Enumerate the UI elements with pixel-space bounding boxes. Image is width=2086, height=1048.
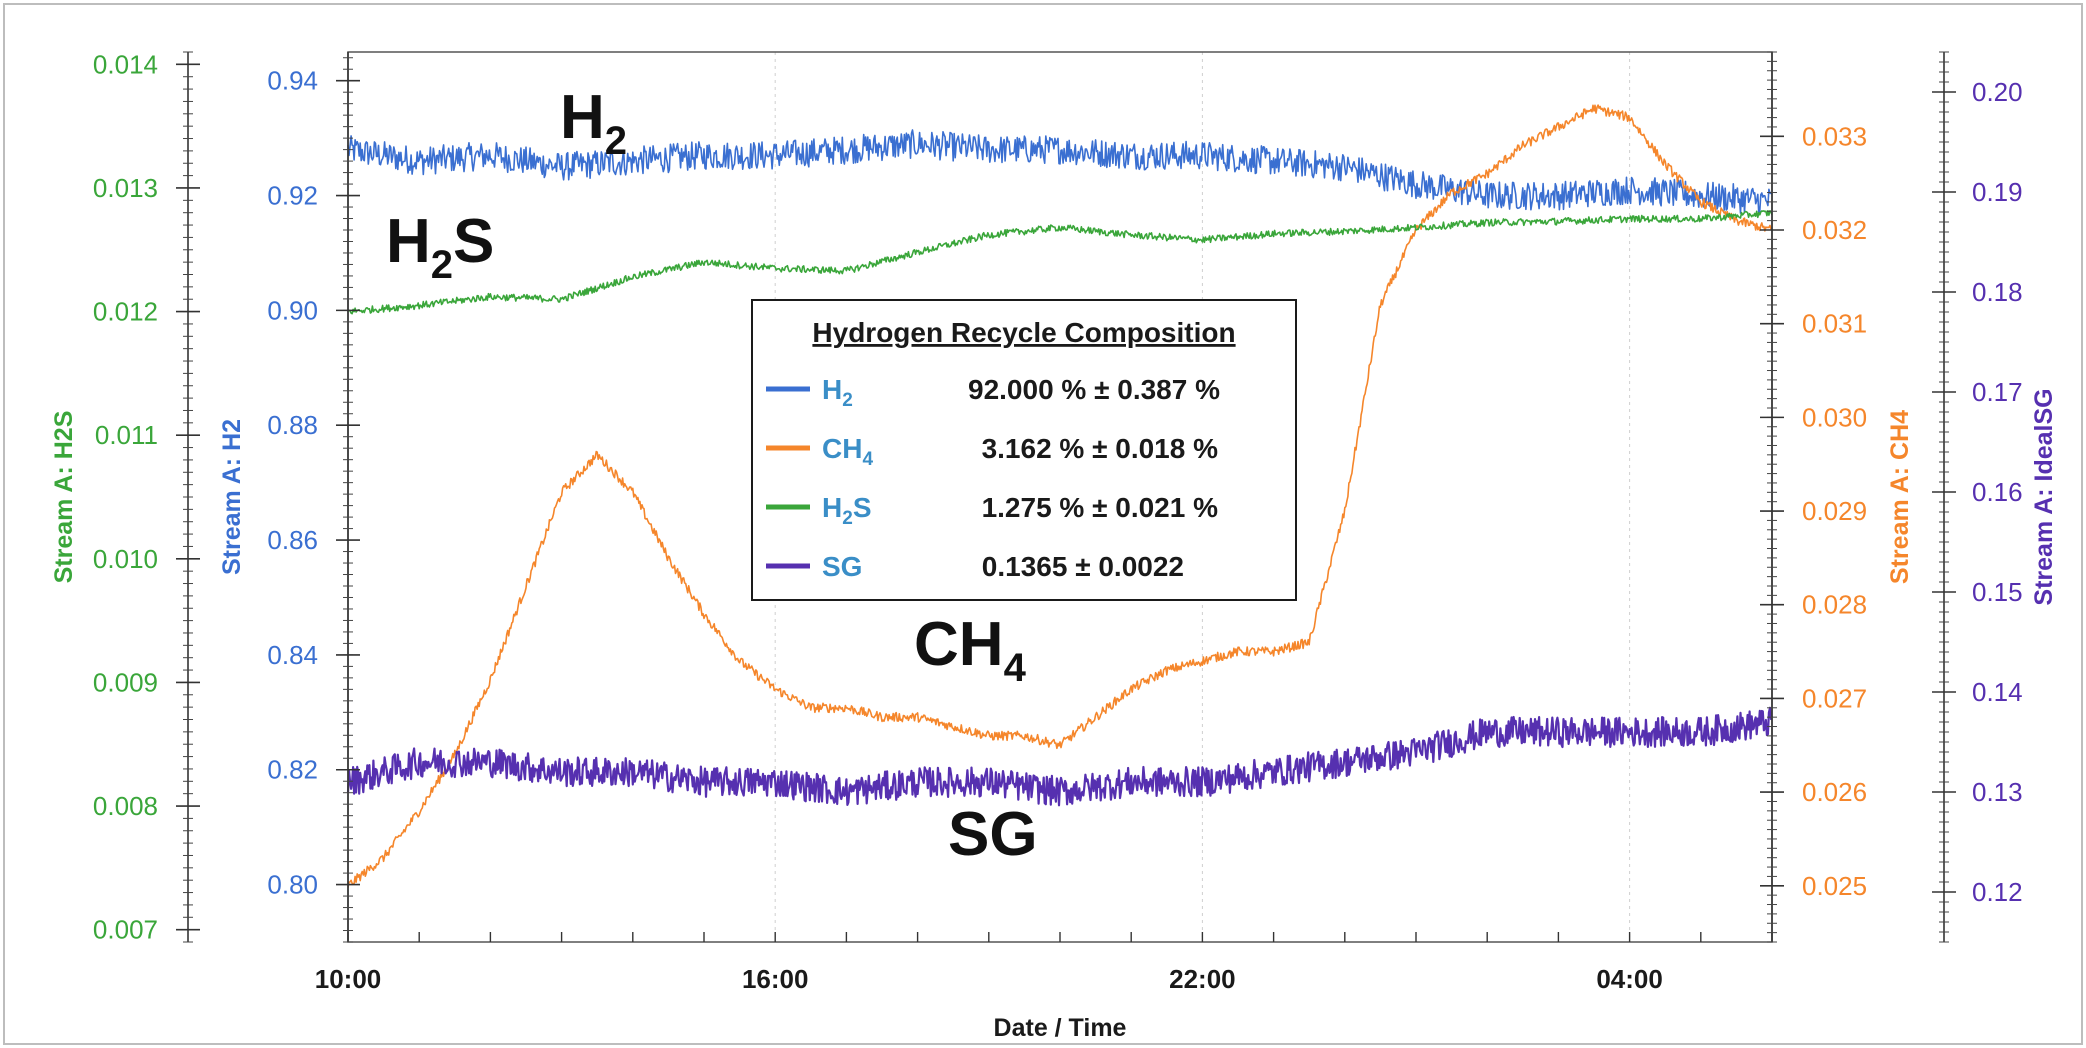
h2s-tick-label: 0.012 <box>93 297 158 327</box>
x-axis-title: Date / Time <box>994 1014 1127 1042</box>
sg-tick-label: 0.18 <box>1972 277 2023 307</box>
ch4-tick-label: 0.028 <box>1802 590 1867 620</box>
h2-tick-label: 0.90 <box>267 295 318 325</box>
x-tick-label: 16:00 <box>742 964 809 994</box>
sg-tick-label: 0.20 <box>1972 77 2023 107</box>
h2-tick-label: 0.94 <box>267 66 318 96</box>
sg-axis-title: Stream A: IdealSG <box>2030 388 2058 605</box>
ch4-tick-label: 0.030 <box>1802 402 1867 432</box>
sg-tick-label: 0.12 <box>1972 877 2023 907</box>
series-line-h2s <box>347 210 1773 315</box>
x-tick-label: 22:00 <box>1169 964 1236 994</box>
h2-tick-label: 0.84 <box>267 640 318 670</box>
series-line-ch4 <box>347 104 1773 888</box>
h2-tick-label: 0.82 <box>267 755 318 785</box>
h2s-tick-label: 0.010 <box>93 544 158 574</box>
h2s-axis-title: Stream A: H2S <box>50 411 78 584</box>
legend-box <box>751 299 1297 601</box>
legend-value-ch4: 3.162 % ± 0.018 % <box>982 433 1219 464</box>
sg-tick-label: 0.17 <box>1972 377 2023 407</box>
legend-value-sg: 0.1365 ± 0.0022 <box>982 551 1184 582</box>
h2s-tick-label: 0.013 <box>93 173 158 203</box>
legend-name-sg: SG <box>822 551 862 582</box>
ch4-tick-label: 0.025 <box>1802 871 1867 901</box>
sg-tick-label: 0.14 <box>1972 677 2023 707</box>
legend-value-h2: 92.000 % ± 0.387 % <box>968 374 1220 405</box>
h2-tick-label: 0.86 <box>267 525 318 555</box>
h2s-tick-label: 0.009 <box>93 667 158 697</box>
h2s-tick-label: 0.007 <box>93 915 158 945</box>
sg-tick-label: 0.13 <box>1972 777 2023 807</box>
x-tick-label: 04:00 <box>1596 964 1663 994</box>
h2s-tick-label: 0.014 <box>93 49 158 79</box>
annotation-ch4: CH4 <box>914 610 1027 690</box>
ch4-tick-label: 0.026 <box>1802 777 1867 807</box>
annotation-sg: SG <box>948 800 1038 869</box>
sg-tick-label: 0.16 <box>1972 477 2023 507</box>
sg-tick-label: 0.19 <box>1972 177 2023 207</box>
series-line-h2 <box>347 129 1773 215</box>
ch4-tick-label: 0.027 <box>1802 683 1867 713</box>
legend-name-h2: H2 <box>822 374 853 411</box>
axes-layer: 10:00 16:00 22:00 04:00 0.007 0.008 0.009 0.010… <box>93 49 2023 994</box>
ch4-tick-label: 0.032 <box>1802 215 1867 245</box>
ch4-tick-label: 0.033 <box>1802 121 1867 151</box>
h2s-tick-label: 0.011 <box>95 420 158 450</box>
annotation-h2s: H2S <box>386 207 494 287</box>
series-line-sg <box>346 706 1774 807</box>
h2-tick-label: 0.88 <box>267 410 318 440</box>
h2-tick-label: 0.92 <box>267 181 318 211</box>
series-layer <box>346 104 1774 888</box>
legend-value-h2s: 1.275 % ± 0.021 % <box>982 492 1219 523</box>
legend-title: Hydrogen Recycle Composition <box>812 317 1235 348</box>
h2-axis-title: Stream A: H2 <box>218 419 246 575</box>
ch4-tick-label: 0.029 <box>1802 496 1867 526</box>
h2-tick-label: 0.80 <box>267 870 318 900</box>
legend: Hydrogen Recycle Composition H2 92.000 %… <box>751 299 1297 601</box>
h2s-tick-label: 0.008 <box>93 791 158 821</box>
sg-tick-label: 0.15 <box>1972 577 2023 607</box>
x-tick-label: 10:00 <box>315 964 382 994</box>
legend-name-h2s: H2S <box>822 492 872 529</box>
annotation-h2: H2 <box>560 83 627 163</box>
ch4-axis-title: Stream A: CH4 <box>1886 410 1914 584</box>
ch4-tick-label: 0.031 <box>1802 309 1867 339</box>
legend-name-ch4: CH4 <box>822 433 873 470</box>
